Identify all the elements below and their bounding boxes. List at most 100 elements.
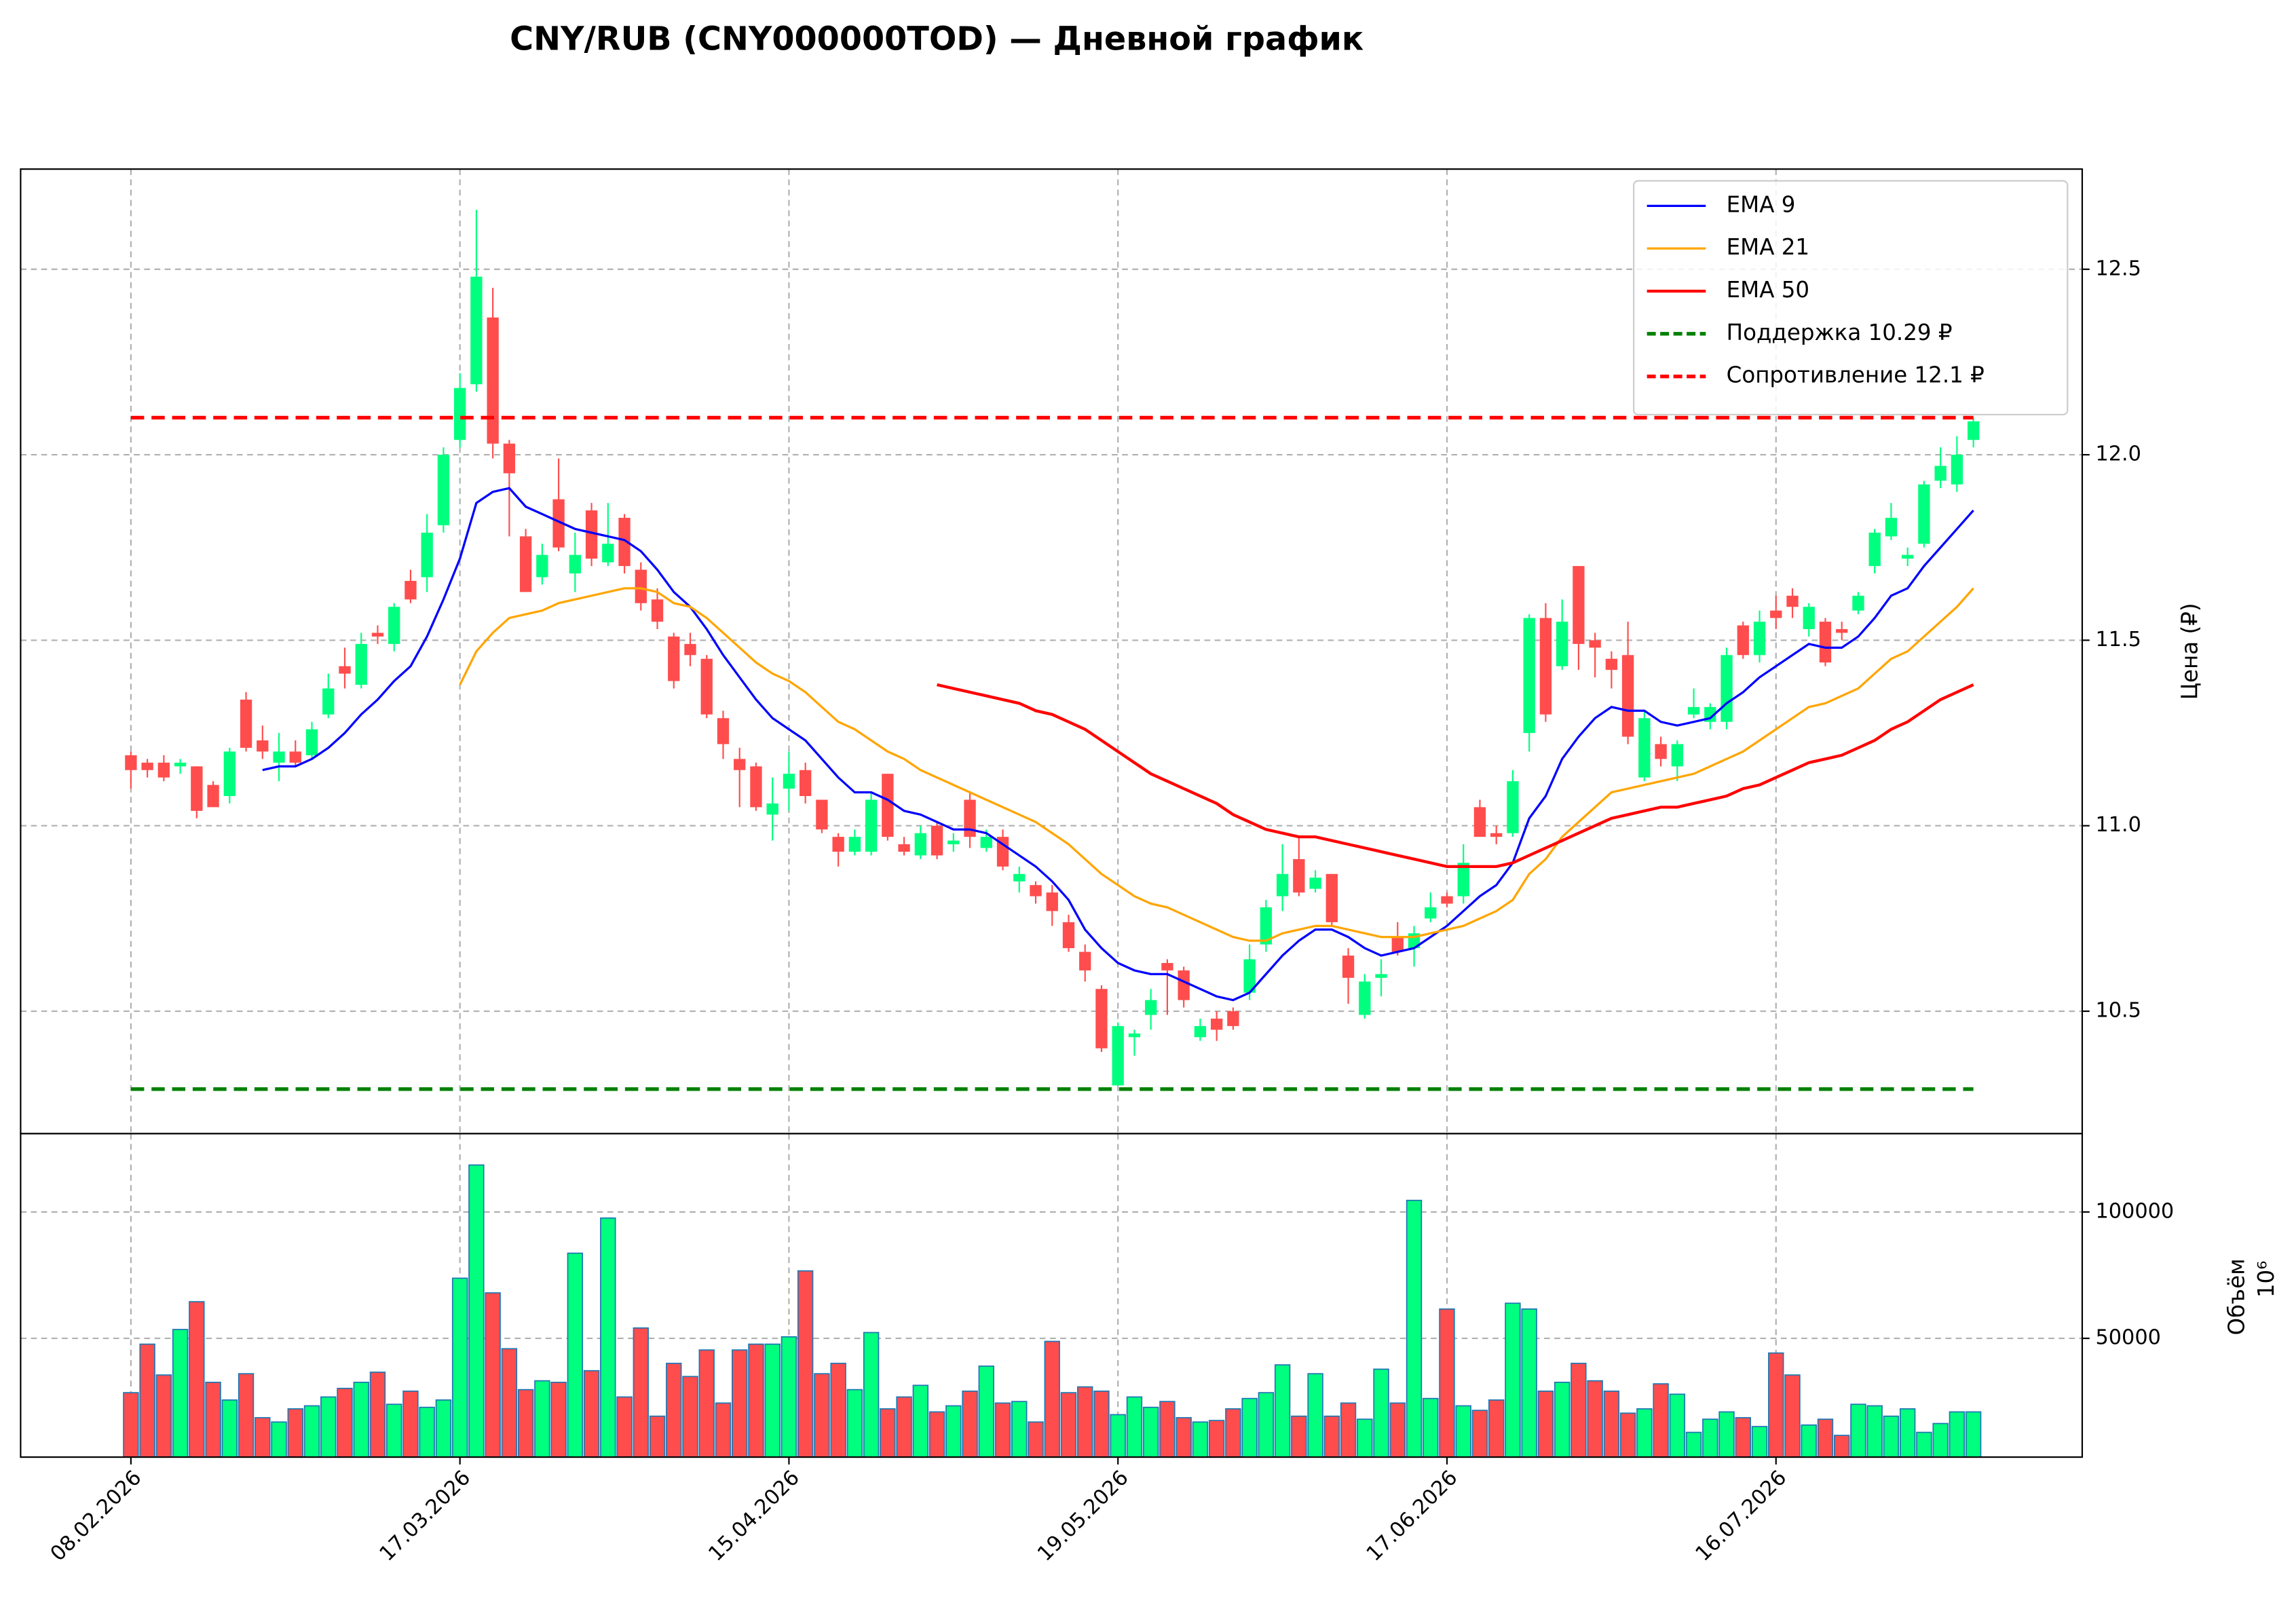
candle-body <box>1293 858 1305 893</box>
candle-body <box>980 837 992 848</box>
volume-bar <box>1949 1411 1966 1458</box>
volume-bar <box>1883 1415 1900 1458</box>
volume-bar <box>205 1381 221 1458</box>
candle-body <box>865 799 878 852</box>
candle-body <box>322 688 335 715</box>
volume-bar <box>155 1374 172 1458</box>
volume-bar <box>123 1392 139 1458</box>
candle-body <box>618 518 631 567</box>
candle-body <box>848 837 861 852</box>
volume-bar <box>1488 1399 1505 1458</box>
candle-body <box>1687 706 1700 715</box>
candle-body <box>1375 974 1387 978</box>
volume-bar <box>287 1408 303 1458</box>
volume-bar <box>863 1332 880 1458</box>
candle-body <box>602 544 614 563</box>
candle-body <box>223 751 236 796</box>
volume-bar <box>1077 1386 1093 1458</box>
candle-body <box>1425 907 1437 919</box>
volume-bar <box>238 1373 255 1458</box>
candle-body <box>700 658 713 715</box>
candle-body <box>273 751 285 763</box>
volume-bar <box>1044 1340 1060 1458</box>
chart-title: CNY/RUB (CNY000000TOD) — Дневной график <box>510 21 1364 58</box>
volume-bar <box>1110 1414 1126 1458</box>
volume-bar <box>715 1402 732 1458</box>
candle-body <box>1046 892 1058 911</box>
candle-body <box>552 499 565 548</box>
volume-bar <box>1241 1397 1258 1458</box>
candle-body <box>1621 655 1634 737</box>
candle-body <box>1655 744 1667 759</box>
candle-body <box>1441 896 1453 904</box>
volume-bar <box>748 1343 764 1458</box>
volume-bar <box>994 1402 1011 1458</box>
candle-body <box>800 770 812 796</box>
volume-bar <box>172 1329 189 1458</box>
volume-bar <box>781 1336 797 1458</box>
volume-bar <box>1126 1396 1143 1458</box>
volume-axis-label: Объём <box>2224 1258 2250 1335</box>
candle-body <box>1030 885 1042 896</box>
candle-body <box>1490 833 1503 837</box>
candle-body <box>1161 962 1173 970</box>
volume-bar <box>1028 1421 1044 1458</box>
candle-body <box>651 599 664 622</box>
volume-bar <box>1406 1199 1423 1458</box>
candle-body <box>947 840 960 845</box>
volume-bar <box>468 1164 485 1458</box>
ema-line <box>262 487 1974 1002</box>
volume-bar <box>337 1387 353 1458</box>
volume-bar <box>945 1405 962 1458</box>
y-tick-label: 12.0 <box>2095 442 2141 466</box>
candle-body <box>882 774 894 837</box>
candle-body <box>1473 807 1486 837</box>
candle-body <box>1062 922 1075 949</box>
candle-body <box>519 536 532 592</box>
candle-body <box>1770 610 1782 618</box>
volume-bar <box>221 1399 238 1458</box>
candle-body <box>503 443 516 474</box>
volume-bar <box>303 1405 320 1458</box>
volume-bar <box>682 1376 698 1458</box>
candle-body <box>1276 873 1289 896</box>
candle-body <box>832 837 844 852</box>
legend-label: EMA 9 <box>1727 191 1796 217</box>
candle-body <box>1967 421 1980 440</box>
candle-body <box>734 759 746 770</box>
candle-body <box>585 510 598 559</box>
candle-body <box>1951 455 1963 485</box>
volume-bar <box>1554 1381 1571 1458</box>
candle-body <box>1227 1011 1239 1026</box>
volume-bar <box>1323 1415 1340 1458</box>
volume-bar <box>369 1372 386 1458</box>
volume-bar <box>1471 1410 1488 1458</box>
y-tick-label: 11.5 <box>2095 628 2141 652</box>
volume-bar <box>419 1406 435 1458</box>
volume-bar <box>1373 1368 1389 1458</box>
candle-body <box>766 803 778 815</box>
candle-body <box>1260 907 1273 945</box>
y-tick-label: 10.5 <box>2095 999 2141 1023</box>
volume-bar <box>896 1396 912 1458</box>
volume-bar <box>616 1396 633 1458</box>
candle-body <box>1803 607 1815 630</box>
volume-bar <box>1603 1391 1620 1458</box>
volume-bar <box>1965 1411 1982 1458</box>
candle-body <box>1079 951 1091 970</box>
volume-bar <box>320 1396 337 1458</box>
candle-body <box>668 636 680 681</box>
volume-bar <box>732 1349 748 1458</box>
volume-bar <box>1866 1405 1883 1458</box>
candle-body <box>437 455 450 525</box>
candle-body <box>1178 970 1190 1000</box>
volume-bar <box>649 1415 666 1458</box>
candle-body <box>1786 595 1799 607</box>
candle-body <box>964 799 976 837</box>
candle-body <box>1852 595 1864 611</box>
ema-line <box>937 683 1974 869</box>
volume-bar <box>517 1389 534 1458</box>
volume-bar <box>271 1421 287 1458</box>
candle-body <box>1309 877 1321 889</box>
